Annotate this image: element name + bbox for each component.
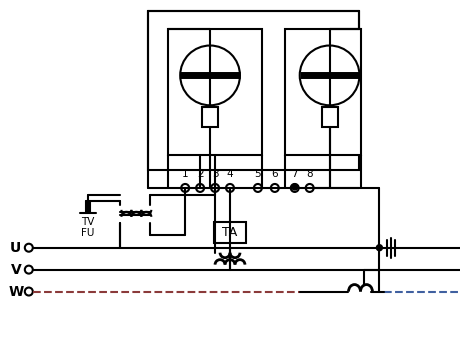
Text: 5: 5	[254, 169, 261, 179]
Text: U: U	[10, 241, 22, 255]
Bar	[285, 29, 361, 155]
Text: 2: 2	[197, 169, 203, 179]
Text: W: W	[8, 285, 24, 299]
Text: 3: 3	[212, 169, 219, 179]
Circle shape	[25, 266, 33, 274]
Text: FU: FU	[81, 228, 94, 238]
Circle shape	[196, 184, 204, 192]
Bar	[148, 10, 360, 170]
Text: 6: 6	[272, 169, 278, 179]
Circle shape	[180, 46, 240, 105]
Text: V: V	[11, 262, 21, 276]
Circle shape	[25, 244, 33, 252]
Text: 4: 4	[227, 169, 233, 179]
Circle shape	[300, 46, 360, 105]
Circle shape	[181, 184, 189, 192]
Text: 7: 7	[291, 169, 298, 179]
Circle shape	[254, 184, 262, 192]
Text: 1: 1	[182, 169, 189, 179]
Circle shape	[211, 184, 219, 192]
Circle shape	[271, 184, 279, 192]
Circle shape	[377, 245, 382, 251]
Circle shape	[226, 184, 234, 192]
Circle shape	[292, 184, 298, 190]
Text: TV: TV	[81, 217, 94, 227]
Circle shape	[306, 184, 313, 192]
Text: TA: TA	[222, 226, 237, 239]
Bar	[202, 107, 218, 127]
Bar	[322, 107, 337, 127]
Circle shape	[25, 288, 33, 295]
Text: 8: 8	[307, 169, 313, 179]
Bar	[214, 222, 246, 243]
Circle shape	[291, 184, 299, 192]
Bar	[168, 29, 262, 155]
